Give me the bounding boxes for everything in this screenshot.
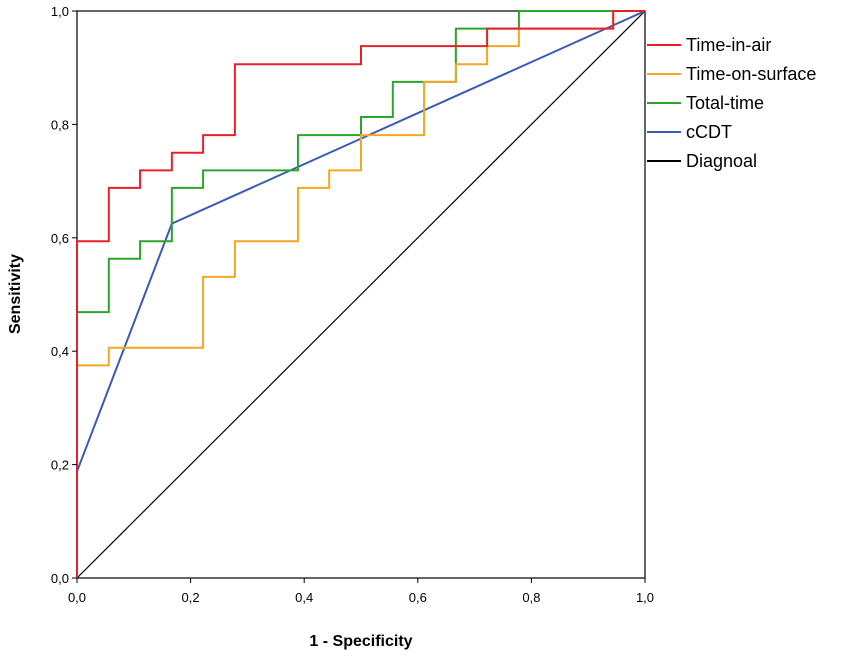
x-tick-label: 1,0 — [636, 590, 654, 605]
y-axis-title: Sensitivity — [7, 254, 24, 334]
y-tick-label: 0,4 — [51, 344, 69, 359]
legend-label-time-on-surface: Time-on-surface — [686, 64, 816, 84]
y-tick-label: 0,8 — [51, 117, 69, 132]
y-tick-label: 0,0 — [51, 571, 69, 586]
x-tick-label: 0,2 — [182, 590, 200, 605]
legend-label-time-in-air: Time-in-air — [686, 35, 771, 55]
y-tick-label: 1,0 — [51, 4, 69, 19]
y-axis-ticks: 0,0 0,2 0,4 0,6 0,8 1,0 — [51, 4, 77, 586]
series-layer — [76, 10, 646, 579]
y-tick-label: 0,6 — [51, 231, 69, 246]
x-tick-label: 0,6 — [409, 590, 427, 605]
x-tick-label: 0,4 — [295, 590, 313, 605]
x-tick-label: 0,8 — [522, 590, 540, 605]
legend: Time-in-air Time-on-surface Total-time cCDT… — [647, 35, 816, 171]
legend-label-ccdt: cCDT — [686, 122, 732, 142]
series-line-diagnoal — [76, 10, 646, 579]
series-line-time-in-air — [76, 10, 645, 578]
x-axis-ticks: 0,0 0,2 0,4 0,6 0,8 1,0 — [68, 578, 654, 605]
series-line-time-on-surface — [76, 10, 645, 578]
legend-label-total-time: Total-time — [686, 93, 764, 113]
x-axis-title: 1 - Specificity — [309, 633, 412, 650]
y-tick-label: 0,2 — [51, 458, 69, 473]
x-tick-label: 0,0 — [68, 590, 86, 605]
legend-label-diagnoal: Diagnoal — [686, 151, 757, 171]
